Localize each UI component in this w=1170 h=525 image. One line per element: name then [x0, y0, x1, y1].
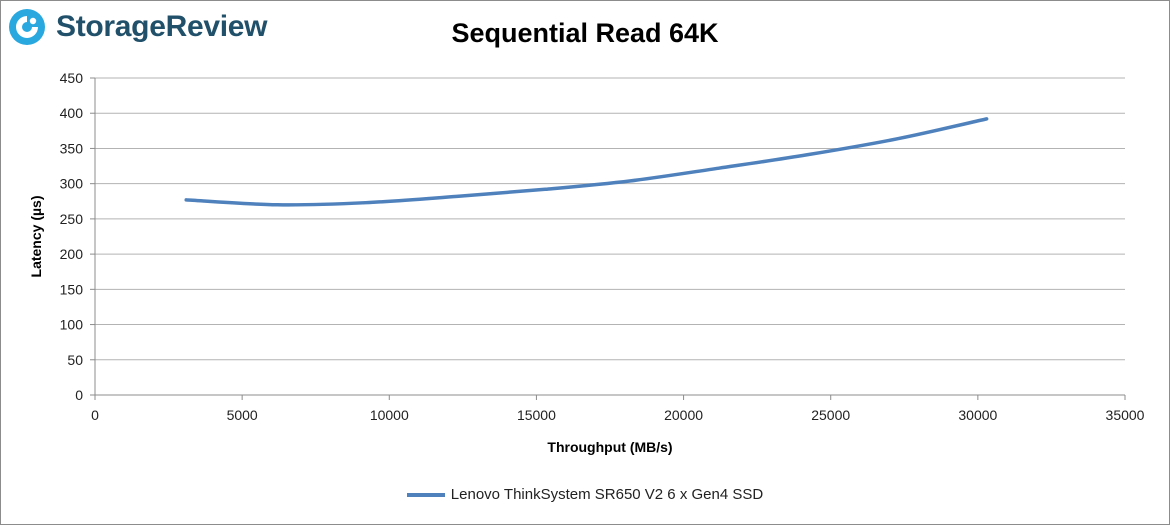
legend: Lenovo ThinkSystem SR650 V2 6 x Gen4 SSD [0, 486, 1170, 503]
x-tick-label: 5000 [227, 407, 258, 423]
x-tick-label: 10000 [370, 407, 409, 423]
y-tick-label: 150 [60, 281, 84, 297]
legend-label: Lenovo ThinkSystem SR650 V2 6 x Gen4 SSD [450, 486, 764, 503]
y-axis-label: Latency (µs) [28, 196, 44, 278]
y-tick-label: 400 [60, 105, 84, 121]
y-tick-label: 0 [75, 387, 83, 403]
chart-title: Sequential Read 64K [451, 18, 719, 48]
storagereview-logo-icon [9, 9, 45, 45]
y-tick-label: 50 [67, 352, 83, 368]
x-tick-label: 20000 [664, 407, 703, 423]
y-tick-label: 200 [60, 246, 84, 262]
x-axis-label: Throughput (MB/s) [547, 439, 672, 455]
x-tick-label: 15000 [517, 407, 556, 423]
brand-logo: StorageReview [8, 7, 267, 47]
y-tick-label: 300 [60, 176, 84, 192]
y-tick-label: 450 [60, 70, 84, 86]
legend-swatch [406, 492, 445, 497]
brand-name: StorageReview [56, 10, 268, 43]
x-tick-label: 0 [91, 407, 99, 423]
y-tick-label: 350 [60, 140, 84, 156]
y-tick-label: 250 [60, 211, 84, 227]
x-tick-label: 35000 [1106, 407, 1145, 423]
series-line [184, 117, 989, 207]
y-tick-label: 100 [60, 317, 84, 333]
x-tick-label: 30000 [958, 407, 997, 423]
x-tick-label: 25000 [811, 407, 850, 423]
